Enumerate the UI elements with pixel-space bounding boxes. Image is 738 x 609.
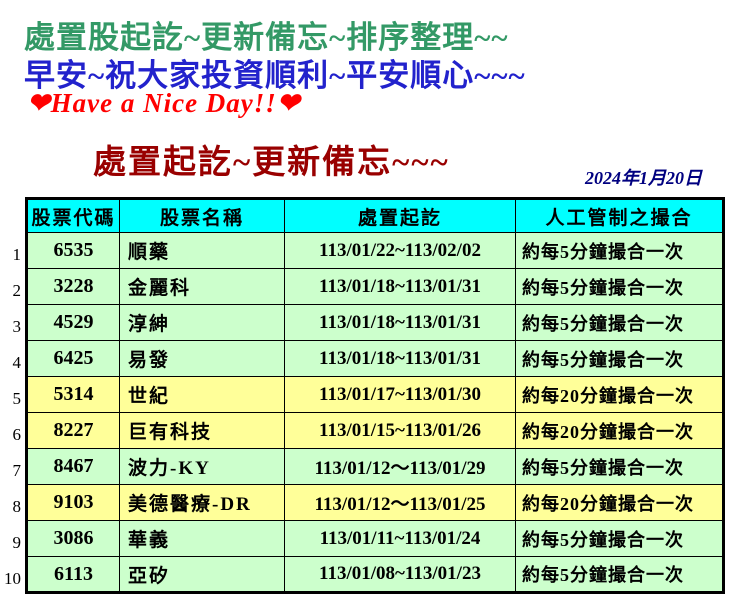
disposal-period: 113/01/18~113/01/31 <box>284 268 516 305</box>
row-number: 7 <box>12 461 22 480</box>
disposal-period: 113/01/17~113/01/30 <box>284 376 516 413</box>
disposal-period: 113/01/11~113/01/24 <box>284 520 516 557</box>
stock-name: 華義 <box>119 520 285 557</box>
matching-frequency: 約每5分鐘撮合一次 <box>515 304 724 341</box>
row-number: 6 <box>12 425 22 444</box>
table-row: 8227 巨有科技 113/01/15~113/01/26 約每20分鐘撮合一次 <box>26 412 724 449</box>
header-stock-code: 股票代碼 <box>26 198 120 233</box>
stock-code: 4529 <box>26 304 120 341</box>
stock-code: 8467 <box>26 448 120 485</box>
stock-name: 順藥 <box>119 232 285 269</box>
page-title: 處置起訖~更新備忘~~~ <box>93 145 450 181</box>
stock-code: 8227 <box>26 412 120 449</box>
stock-code: 5314 <box>26 376 120 413</box>
row-number: 8 <box>12 497 22 516</box>
stock-name: 淳紳 <box>119 304 285 341</box>
header-matching-control: 人工管制之撮合 <box>515 198 724 233</box>
table-row: 9103 美德醫療-DR 113/01/12～113/01/25 約每20分鐘撮… <box>26 484 724 521</box>
row-number: 2 <box>12 281 22 300</box>
stock-name: 亞矽 <box>119 556 285 593</box>
table-row: 3086 華義 113/01/11~113/01/24 約每5分鐘撮合一次 <box>26 520 724 557</box>
header-stock-name: 股票名稱 <box>119 198 285 233</box>
stock-code: 6113 <box>26 556 120 593</box>
table-row: 8467 波力-KY 113/01/12～113/01/29 約每5分鐘撮合一次 <box>26 448 724 485</box>
stock-name: 易發 <box>119 340 285 377</box>
table-row: 3228 金麗科 113/01/18~113/01/31 約每5分鐘撮合一次 <box>26 268 724 305</box>
matching-frequency: 約每20分鐘撮合一次 <box>515 412 724 449</box>
stock-name: 金麗科 <box>119 268 285 305</box>
disposal-period: 113/01/18~113/01/31 <box>284 304 516 341</box>
disposal-stock-table: 股票代碼 股票名稱 處置起訖 人工管制之撮合 6535 順藥 113/01/22… <box>25 197 725 594</box>
table-row: 6113 亞矽 113/01/08~113/01/23 約每5分鐘撮合一次 <box>26 556 724 593</box>
table-row: 6425 易發 113/01/18~113/01/31 約每5分鐘撮合一次 <box>26 340 724 377</box>
greeting-line-1: 處置股起訖~更新備忘~排序整理~~ <box>24 20 509 55</box>
stock-name: 波力-KY <box>119 448 285 485</box>
disposal-period: 113/01/08~113/01/23 <box>284 556 516 593</box>
disposal-period: 113/01/18~113/01/31 <box>284 340 516 377</box>
stock-name: 美德醫療-DR <box>119 484 285 521</box>
matching-frequency: 約每5分鐘撮合一次 <box>515 520 724 557</box>
stock-code: 3228 <box>26 268 120 305</box>
stock-code: 3086 <box>26 520 120 557</box>
row-number: 10 <box>4 569 21 588</box>
stock-code: 6535 <box>26 232 120 269</box>
table-row: 5314 世紀 113/01/17~113/01/30 約每20分鐘撮合一次 <box>26 376 724 413</box>
matching-frequency: 約每5分鐘撮合一次 <box>515 340 724 377</box>
row-number: 1 <box>12 245 22 264</box>
table-header-row: 股票代碼 股票名稱 處置起訖 人工管制之撮合 <box>26 198 724 233</box>
row-number: 4 <box>12 353 22 372</box>
stock-code: 6425 <box>26 340 120 377</box>
stock-name: 世紀 <box>119 376 285 413</box>
disposal-period: 113/01/15~113/01/26 <box>284 412 516 449</box>
matching-frequency: 約每5分鐘撮合一次 <box>515 448 724 485</box>
disposal-period: 113/01/22~113/02/02 <box>284 232 516 269</box>
matching-frequency: 約每20分鐘撮合一次 <box>515 376 724 413</box>
matching-frequency: 約每5分鐘撮合一次 <box>515 556 724 593</box>
table-row: 4529 淳紳 113/01/18~113/01/31 約每5分鐘撮合一次 <box>26 304 724 341</box>
disposal-period: 113/01/12～113/01/25 <box>284 484 516 521</box>
header-disposal-period: 處置起訖 <box>284 198 516 233</box>
greeting-line-3: ❤Have a Nice Day!!❤ <box>27 88 301 118</box>
report-date: 2024年1月20日 <box>585 168 702 188</box>
disposal-period: 113/01/12～113/01/29 <box>284 448 516 485</box>
table-row: 6535 順藥 113/01/22~113/02/02 約每5分鐘撮合一次 <box>26 232 724 269</box>
matching-frequency: 約每5分鐘撮合一次 <box>515 232 724 269</box>
row-number-rail: 1 2 3 4 5 6 7 8 9 10 <box>0 231 23 591</box>
matching-frequency: 約每5分鐘撮合一次 <box>515 268 724 305</box>
row-number: 5 <box>12 389 22 408</box>
greeting-line-2: 早安~祝大家投資順利~平安順心~~~ <box>24 58 526 93</box>
stock-name: 巨有科技 <box>119 412 285 449</box>
matching-frequency: 約每20分鐘撮合一次 <box>515 484 724 521</box>
row-number: 3 <box>12 317 22 336</box>
row-number: 9 <box>12 533 22 552</box>
stock-code: 9103 <box>26 484 120 521</box>
